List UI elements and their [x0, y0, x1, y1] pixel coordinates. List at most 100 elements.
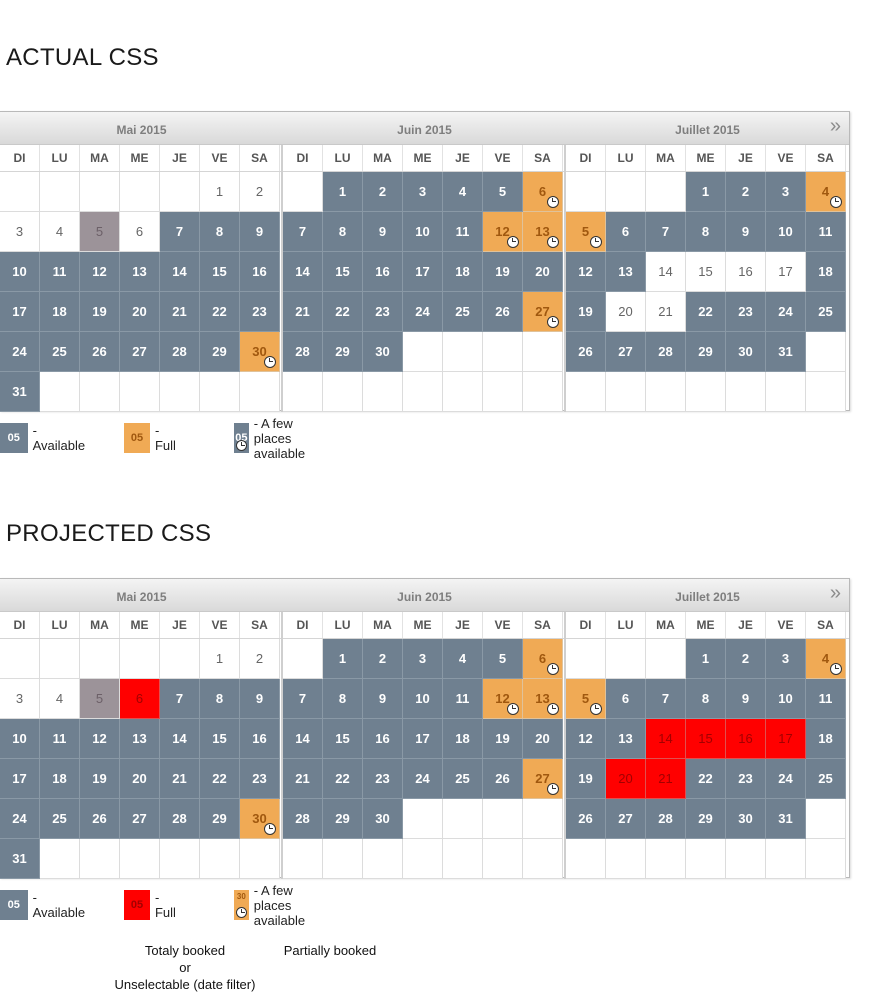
day-cell[interactable]: 29	[323, 332, 363, 372]
day-cell[interactable]: 23	[240, 759, 280, 799]
double-chevron-right-icon[interactable]: »	[829, 582, 841, 604]
day-cell[interactable]: 8	[200, 212, 240, 252]
day-cell[interactable]: 6	[523, 172, 563, 212]
day-cell[interactable]: 6	[606, 679, 646, 719]
day-cell[interactable]: 21	[283, 292, 323, 332]
day-cell[interactable]: 18	[40, 292, 80, 332]
day-cell[interactable]: 10	[0, 252, 40, 292]
day-cell[interactable]: 31	[0, 839, 40, 879]
day-cell[interactable]: 29	[686, 799, 726, 839]
day-cell[interactable]: 19	[566, 292, 606, 332]
day-cell[interactable]: 8	[323, 679, 363, 719]
day-cell[interactable]: 22	[323, 759, 363, 799]
day-cell[interactable]: 13	[523, 679, 563, 719]
day-cell[interactable]: 17	[0, 759, 40, 799]
day-cell[interactable]: 30	[363, 799, 403, 839]
day-cell[interactable]: 13	[523, 212, 563, 252]
day-cell[interactable]: 16	[240, 719, 280, 759]
day-cell[interactable]: 9	[363, 212, 403, 252]
day-cell[interactable]: 2	[363, 172, 403, 212]
day-cell[interactable]: 17	[403, 719, 443, 759]
day-cell[interactable]: 14	[160, 252, 200, 292]
day-cell[interactable]: 2	[726, 172, 766, 212]
day-cell[interactable]: 5	[566, 212, 606, 252]
day-cell[interactable]: 24	[766, 759, 806, 799]
day-cell[interactable]: 30	[726, 332, 766, 372]
day-cell[interactable]: 11	[443, 212, 483, 252]
day-cell[interactable]: 26	[566, 799, 606, 839]
day-cell[interactable]: 4	[443, 639, 483, 679]
day-cell[interactable]: 10	[766, 212, 806, 252]
day-cell[interactable]: 24	[0, 799, 40, 839]
day-cell[interactable]: 2	[726, 639, 766, 679]
day-cell[interactable]: 15	[200, 252, 240, 292]
day-cell[interactable]: 22	[200, 292, 240, 332]
day-cell[interactable]: 6	[606, 212, 646, 252]
day-cell[interactable]: 21	[160, 759, 200, 799]
day-cell[interactable]: 23	[363, 292, 403, 332]
day-cell[interactable]: 4	[806, 639, 846, 679]
day-cell[interactable]: 30	[363, 332, 403, 372]
day-cell[interactable]: 9	[240, 212, 280, 252]
day-cell[interactable]: 15	[200, 719, 240, 759]
day-cell[interactable]: 1	[686, 172, 726, 212]
day-cell[interactable]: 8	[686, 679, 726, 719]
day-cell[interactable]: 26	[80, 332, 120, 372]
day-cell[interactable]: 7	[283, 212, 323, 252]
day-cell[interactable]: 24	[766, 292, 806, 332]
day-cell[interactable]: 20	[523, 252, 563, 292]
day-cell[interactable]: 26	[483, 759, 523, 799]
day-cell[interactable]: 1	[323, 639, 363, 679]
day-cell[interactable]: 3	[403, 639, 443, 679]
day-cell[interactable]: 24	[403, 292, 443, 332]
day-cell[interactable]: 31	[0, 372, 40, 412]
day-cell[interactable]: 28	[160, 332, 200, 372]
day-cell[interactable]: 23	[363, 759, 403, 799]
day-cell[interactable]: 26	[483, 292, 523, 332]
day-cell[interactable]: 5	[483, 172, 523, 212]
day-cell[interactable]: 20	[120, 292, 160, 332]
day-cell[interactable]: 18	[40, 759, 80, 799]
day-cell[interactable]: 21	[160, 292, 200, 332]
day-cell[interactable]: 14	[283, 252, 323, 292]
day-cell[interactable]: 9	[726, 679, 766, 719]
day-cell[interactable]: 25	[806, 292, 846, 332]
day-cell[interactable]: 10	[766, 679, 806, 719]
day-cell[interactable]: 18	[806, 719, 846, 759]
day-cell[interactable]: 15	[323, 719, 363, 759]
day-cell[interactable]: 19	[566, 759, 606, 799]
day-cell[interactable]: 13	[120, 719, 160, 759]
day-cell[interactable]: 19	[80, 292, 120, 332]
day-cell[interactable]: 18	[806, 252, 846, 292]
day-cell[interactable]: 25	[40, 799, 80, 839]
day-cell[interactable]: 8	[200, 679, 240, 719]
day-cell[interactable]: 28	[646, 332, 686, 372]
day-cell[interactable]: 12	[566, 252, 606, 292]
day-cell[interactable]: 25	[806, 759, 846, 799]
day-cell[interactable]: 6	[523, 639, 563, 679]
day-cell[interactable]: 20	[523, 719, 563, 759]
day-cell[interactable]: 25	[443, 759, 483, 799]
day-cell[interactable]: 23	[726, 759, 766, 799]
day-cell[interactable]: 15	[323, 252, 363, 292]
day-cell[interactable]: 9	[726, 212, 766, 252]
day-cell[interactable]: 16	[240, 252, 280, 292]
day-cell[interactable]: 30	[726, 799, 766, 839]
day-cell[interactable]: 22	[323, 292, 363, 332]
day-cell[interactable]: 12	[483, 679, 523, 719]
day-cell[interactable]: 12	[483, 212, 523, 252]
day-cell[interactable]: 1	[686, 639, 726, 679]
day-cell[interactable]: 31	[766, 332, 806, 372]
day-cell[interactable]: 4	[443, 172, 483, 212]
day-cell[interactable]: 1	[323, 172, 363, 212]
day-cell[interactable]: 22	[200, 759, 240, 799]
day-cell[interactable]: 8	[323, 212, 363, 252]
day-cell[interactable]: 23	[240, 292, 280, 332]
day-cell[interactable]: 29	[200, 332, 240, 372]
day-cell[interactable]: 11	[443, 679, 483, 719]
day-cell[interactable]: 13	[606, 252, 646, 292]
day-cell[interactable]: 31	[766, 799, 806, 839]
day-cell[interactable]: 11	[40, 252, 80, 292]
day-cell[interactable]: 10	[403, 679, 443, 719]
day-cell[interactable]: 7	[646, 679, 686, 719]
